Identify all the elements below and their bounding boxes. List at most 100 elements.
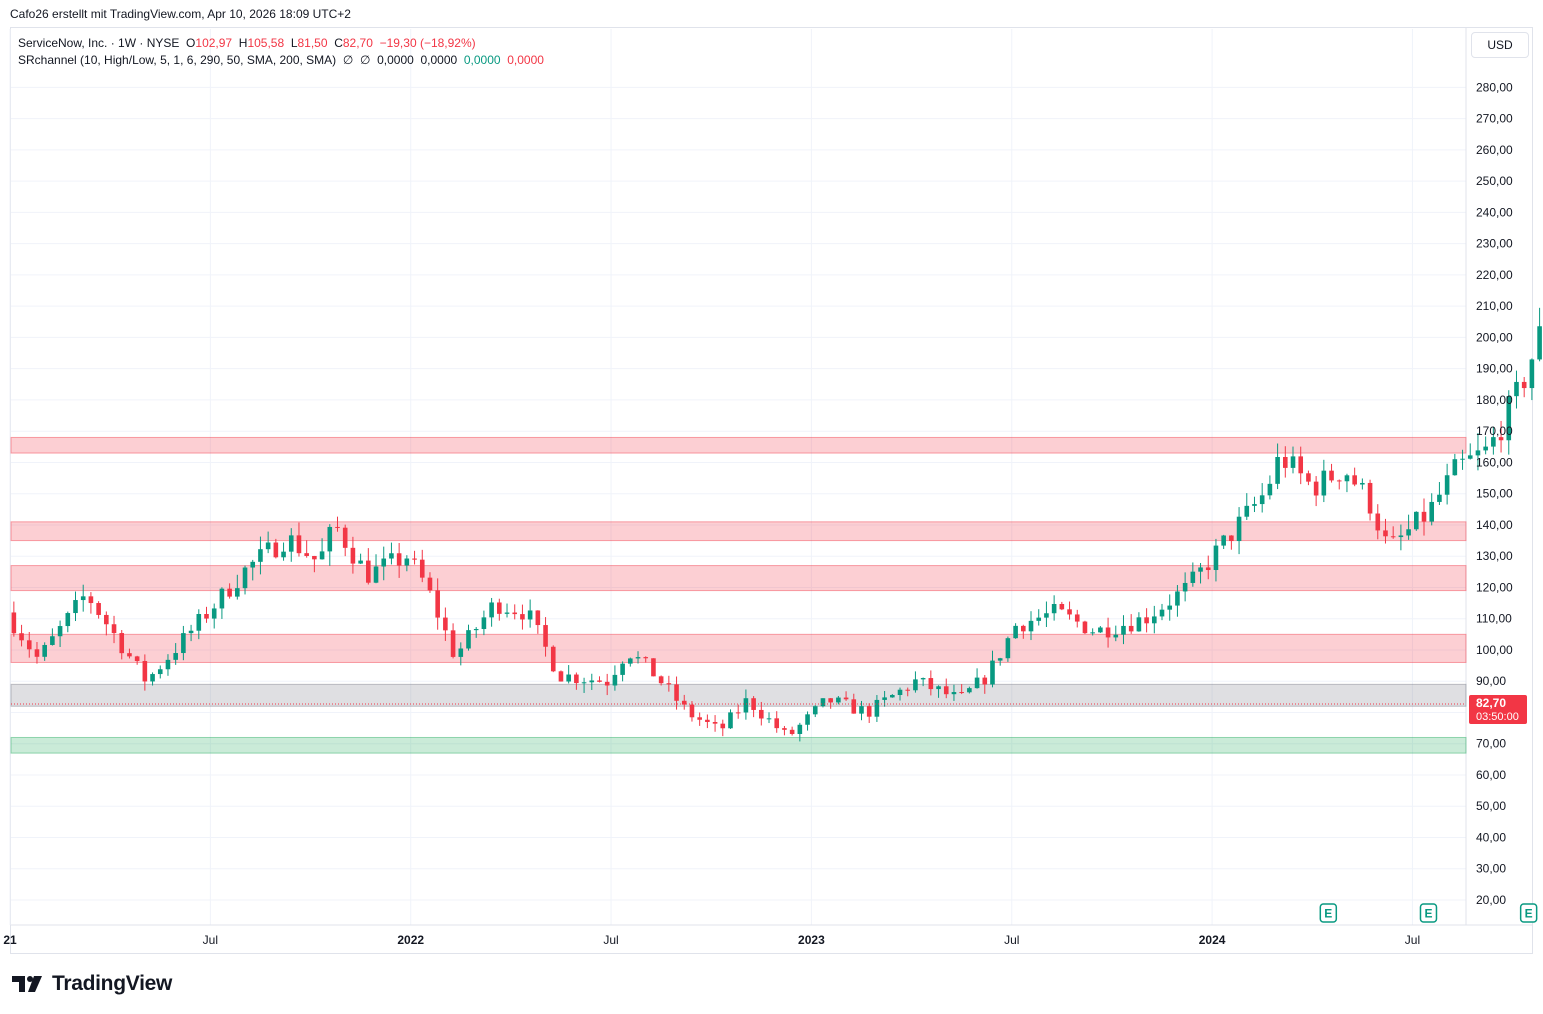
candle-body bbox=[689, 704, 695, 718]
candle-body bbox=[1429, 501, 1435, 522]
candle-body bbox=[1437, 494, 1442, 502]
candle-body bbox=[1290, 456, 1296, 468]
candle-body bbox=[150, 674, 155, 682]
candle-body bbox=[235, 588, 240, 597]
candle-body bbox=[866, 706, 872, 717]
candle-body bbox=[812, 706, 818, 715]
candle-body bbox=[558, 671, 564, 682]
candle-body bbox=[920, 678, 926, 680]
event-markers: EEEEEEESEE bbox=[1319, 903, 1538, 923]
currency-button[interactable]: USD bbox=[1471, 32, 1529, 58]
candle-body bbox=[381, 558, 387, 567]
x-tick-label: 2022 bbox=[397, 933, 424, 947]
candle-body bbox=[905, 689, 911, 691]
candle-body bbox=[250, 561, 256, 568]
candle-body bbox=[350, 547, 356, 564]
y-tick-label: 90,00 bbox=[1476, 674, 1506, 688]
candle-body bbox=[142, 661, 148, 682]
candle-body bbox=[1175, 591, 1180, 606]
grid-lines bbox=[9, 28, 1533, 926]
candle-body bbox=[1028, 620, 1034, 632]
low-value: 81,50 bbox=[297, 36, 328, 50]
tradingview-logo[interactable]: TradingView bbox=[12, 972, 172, 996]
candle-body bbox=[643, 657, 649, 659]
candle-body bbox=[273, 542, 279, 558]
candle-body bbox=[1467, 455, 1473, 459]
candle-body bbox=[396, 553, 402, 566]
candle-body bbox=[1267, 483, 1273, 496]
candle-body bbox=[589, 680, 595, 683]
candle-body bbox=[73, 600, 78, 614]
chart-legend: ServiceNow, Inc. · 1W · NYSE O102,97 H10… bbox=[18, 35, 544, 69]
chart-attribution: Cafo26 erstellt mit TradingView.com, Apr… bbox=[10, 7, 351, 21]
candle-body bbox=[681, 700, 687, 705]
candle-body bbox=[481, 617, 487, 630]
time-axis: 21Jul2022Jul2023Jul2024Jul2025Jul2026Jul… bbox=[3, 933, 1420, 947]
candle-body bbox=[1051, 603, 1057, 614]
candle-body bbox=[728, 712, 733, 729]
candle-body bbox=[820, 698, 826, 707]
candle-body bbox=[1444, 475, 1450, 495]
candle-body bbox=[1121, 625, 1126, 635]
candle-body bbox=[319, 551, 325, 560]
candle-body bbox=[173, 653, 178, 660]
candle-body bbox=[581, 682, 587, 684]
candle-body bbox=[936, 686, 941, 690]
candle-body bbox=[1036, 617, 1042, 621]
candle-body bbox=[1406, 529, 1411, 536]
candle-body bbox=[828, 698, 833, 703]
candle-body bbox=[851, 699, 857, 714]
earnings-event-icon[interactable]: E bbox=[1319, 903, 1338, 923]
candle-body bbox=[227, 588, 232, 597]
earnings-event-icon[interactable]: E bbox=[1419, 903, 1438, 923]
candle-body bbox=[997, 658, 1003, 661]
candle-body bbox=[435, 590, 440, 618]
candle-body bbox=[473, 629, 479, 631]
candle-body bbox=[1205, 567, 1211, 571]
candle-body bbox=[1367, 482, 1373, 514]
y-tick-label: 100,00 bbox=[1476, 643, 1513, 657]
candle-body bbox=[1198, 567, 1203, 572]
candle-body bbox=[620, 663, 625, 675]
candle-body bbox=[651, 658, 656, 677]
y-tick-label: 250,00 bbox=[1476, 174, 1513, 188]
sr-zone bbox=[10, 683, 1467, 707]
y-tick-label: 40,00 bbox=[1476, 830, 1506, 844]
candle-body bbox=[789, 729, 795, 734]
candle-body bbox=[1313, 481, 1319, 496]
candle-body bbox=[1344, 475, 1350, 482]
change-value: −19,30 (−18,92%) bbox=[379, 36, 476, 50]
candle-body bbox=[1152, 616, 1157, 624]
y-tick-label: 20,00 bbox=[1476, 893, 1506, 907]
candle-body bbox=[735, 712, 741, 714]
candle-body bbox=[265, 542, 271, 550]
candle-body bbox=[427, 577, 433, 591]
indicator-name[interactable]: SRchannel (10, High/Low, 5, 1, 6, 290, 5… bbox=[18, 53, 337, 67]
candle-body bbox=[1460, 458, 1465, 460]
candle-body bbox=[1506, 396, 1512, 441]
candle-body bbox=[1514, 381, 1519, 397]
symbol-name[interactable]: ServiceNow, Inc. · 1W · NYSE bbox=[18, 36, 180, 50]
candle-body bbox=[705, 719, 710, 722]
candle-body bbox=[211, 608, 217, 619]
event-badge bbox=[1419, 903, 1438, 923]
candle-body bbox=[543, 625, 548, 647]
event-badge-label: E bbox=[1324, 907, 1332, 921]
candle-body bbox=[104, 614, 109, 625]
candle-body bbox=[959, 692, 964, 694]
candle-body bbox=[674, 684, 679, 701]
candle-body bbox=[1529, 359, 1535, 389]
sr-zone bbox=[10, 565, 1467, 592]
earnings-event-icon[interactable]: E bbox=[1519, 903, 1538, 923]
candle-body bbox=[196, 613, 202, 631]
indicator-legend-row: SRchannel (10, High/Low, 5, 1, 6, 290, 5… bbox=[18, 52, 544, 69]
candle-body bbox=[11, 612, 17, 634]
candle-body bbox=[1229, 535, 1234, 542]
candle-body bbox=[304, 553, 309, 556]
indicator-value-green: 0,0000 bbox=[463, 53, 501, 67]
candle-body bbox=[181, 633, 186, 654]
candle-body bbox=[805, 714, 810, 725]
candle-body bbox=[550, 646, 556, 672]
candle-body bbox=[34, 649, 40, 657]
